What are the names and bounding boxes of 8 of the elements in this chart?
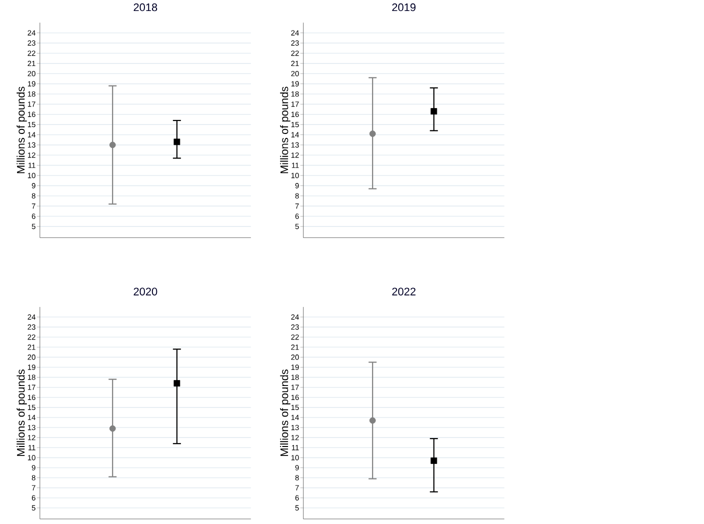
y-axis-title: Millions of pounds	[16, 370, 27, 456]
chart-title: 2022	[392, 288, 416, 296]
chart-title: 2018	[134, 3, 158, 12]
y-axis-title: Millions of pounds	[280, 86, 290, 174]
chart-title: 2019	[392, 3, 416, 12]
chart-title: 2020	[134, 288, 158, 296]
y-axis-title: Millions of pounds	[16, 86, 27, 174]
y-axis-title: Millions of pounds	[280, 370, 290, 456]
